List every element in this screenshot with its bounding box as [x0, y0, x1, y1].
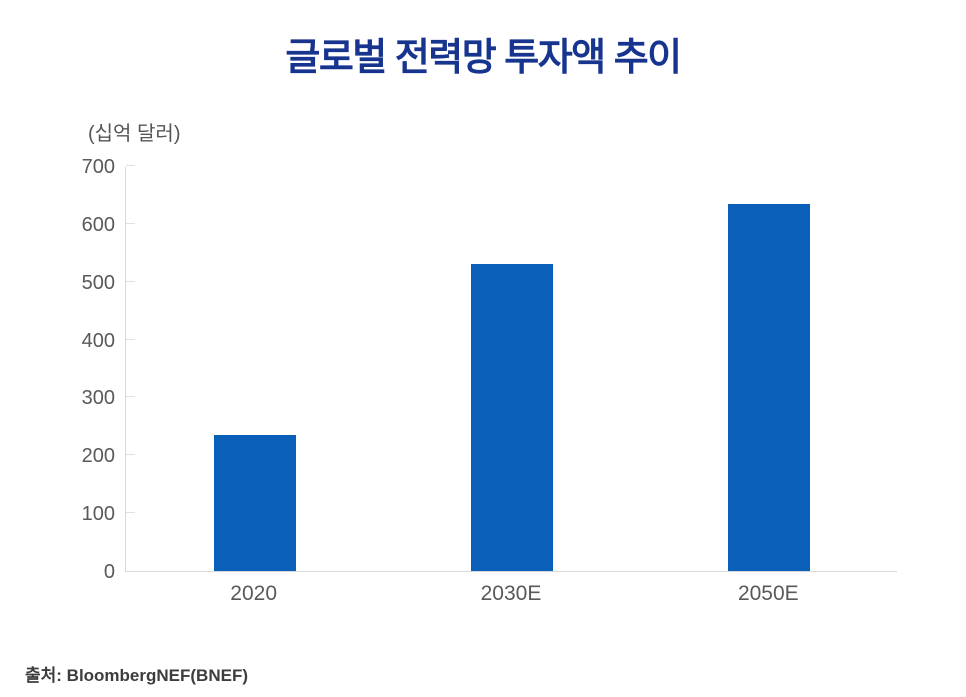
y-tick-mark-200 [126, 454, 135, 456]
y-tick-label-300: 300 [81, 387, 115, 410]
y-tick-label-600: 600 [81, 213, 115, 236]
chart-title: 글로벌 전력망 투자액 추이 [285, 37, 682, 79]
y-tick-label-400: 400 [81, 329, 115, 352]
source-note: 출처: BloombergNEF(BNEF) [25, 666, 248, 685]
y-tick-label-200: 200 [81, 445, 115, 468]
y-axis-unit-label: (십억 달러) [88, 123, 181, 145]
y-tick-mark-500 [126, 280, 135, 282]
x-tick-label-2020: 2020 [230, 582, 278, 605]
y-tick-label-500: 500 [81, 271, 115, 294]
bar-2030E [471, 264, 553, 571]
y-tick-label-100: 100 [81, 503, 115, 526]
plot-area [125, 165, 897, 572]
bar-2020 [213, 435, 296, 571]
y-tick-mark-100 [126, 512, 135, 514]
y-axis: 0 100 200 300 400 500 600 700 [40, 157, 115, 582]
bar-2050E [728, 203, 811, 571]
y-tick-label-0: 0 [103, 561, 115, 583]
y-tick-label-700: 700 [81, 156, 115, 178]
y-tick-mark-700 [126, 165, 135, 166]
y-tick-mark-600 [126, 222, 135, 224]
x-tick-label-2030E: 2030E [480, 582, 542, 605]
y-tick-mark-300 [126, 396, 135, 398]
x-tick-label-2050E: 2050E [737, 582, 799, 605]
x-axis: 2020 2030E 2050E [125, 582, 897, 612]
y-tick-mark-400 [126, 338, 135, 340]
